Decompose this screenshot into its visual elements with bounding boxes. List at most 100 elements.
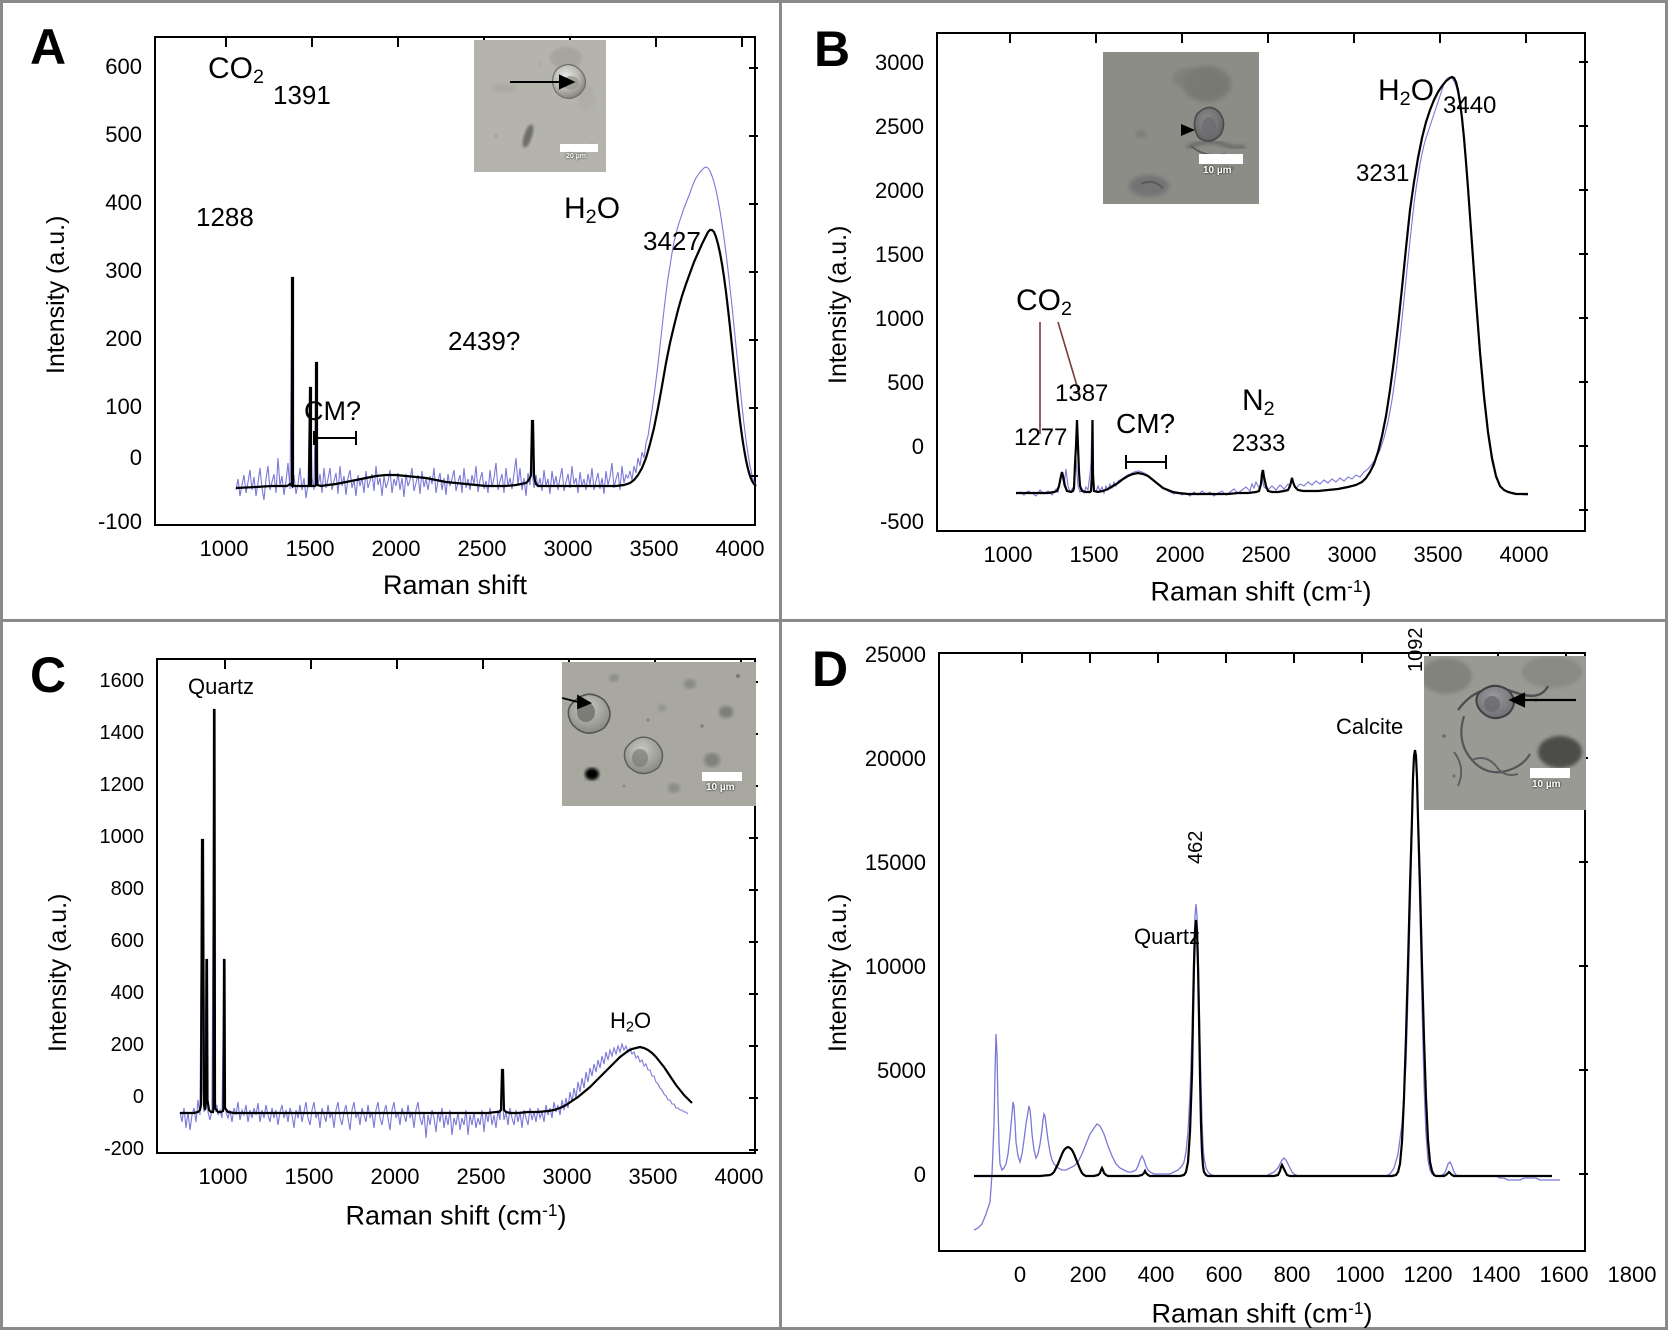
panel-d-ytick: 5000 bbox=[877, 1058, 926, 1083]
panel-d-inset-scalebar bbox=[1530, 768, 1570, 778]
panel-a-peak-3427-label: 3427 bbox=[643, 226, 701, 256]
panel-b-ytick: 3000 bbox=[875, 50, 924, 75]
panel-d-xtick: 600 bbox=[1205, 1262, 1243, 1287]
panel-c-letter: C bbox=[30, 647, 67, 703]
panel-b-peak-1277-label: 1277 bbox=[1014, 424, 1068, 451]
panel-b-peak-1387-label: 1387 bbox=[1055, 380, 1109, 407]
panel-c-y-axis-title: Intensity (a.u.) bbox=[44, 893, 72, 1052]
panel-divider-vertical bbox=[779, 3, 782, 1327]
panel-c-ytick: 0 bbox=[132, 1086, 144, 1108]
panel-d-plot-area: Quartz 462 Calcite 1092 bbox=[938, 628, 1588, 1252]
panel-b-y-axis-title: Intensity (a.u.) bbox=[824, 225, 852, 384]
panel-a-inset-image bbox=[474, 40, 606, 172]
panel-c-ytick: 1600 bbox=[99, 670, 145, 692]
panel-d-xtick: 400 bbox=[1137, 1262, 1175, 1287]
panel-a-peak-2439-label: 2439? bbox=[448, 326, 521, 356]
panel-divider-horizontal bbox=[3, 619, 1665, 622]
panel-a-ytick: 500 bbox=[105, 122, 142, 147]
panel-b-spectrum-svg bbox=[1009, 34, 1588, 511]
panel-a-xtick: 1500 bbox=[285, 536, 335, 561]
panel-c-xtick: 1000 bbox=[198, 1164, 248, 1189]
panel-d-xtick: 1200 bbox=[1403, 1262, 1453, 1287]
panel-a-spectrum-svg bbox=[225, 38, 758, 501]
panel-d-letter: D bbox=[812, 641, 849, 697]
panel-c-ytick: 1400 bbox=[99, 722, 145, 744]
panel-c-spectrum-svg bbox=[179, 660, 758, 1151]
panel-a-x-axis-title: Raman shift bbox=[382, 570, 528, 600]
panel-c-inset-scalebar-label: 10 µm bbox=[706, 782, 735, 793]
panel-b-peak-3440-label: 3440 bbox=[1443, 92, 1497, 119]
panel-c-h2o-label: H2O bbox=[610, 1008, 652, 1036]
panel-c-quartz-label: Quartz bbox=[188, 674, 255, 699]
panel-b-xtick: 1000 bbox=[983, 542, 1033, 567]
panel-c-x-axis-title: Raman shift (cm-1) bbox=[345, 1200, 567, 1231]
panel-a-ytick: 400 bbox=[105, 190, 142, 215]
panel-a-xtick: 4000 bbox=[715, 536, 765, 561]
panel-a: A Intensity (a.u.) 600 500 400 300 200 1… bbox=[4, 4, 779, 618]
panel-a-inset-photomicrograph: 20 µm bbox=[474, 40, 606, 172]
panel-b-letter: B bbox=[814, 21, 851, 77]
panel-a-inset-scalebar bbox=[560, 144, 598, 152]
panel-b-inset-photomicrograph: 10 µm bbox=[1103, 52, 1259, 204]
panel-b-xtick: 2000 bbox=[1155, 542, 1205, 567]
panel-d-ytick: 15000 bbox=[864, 850, 926, 875]
panel-b: B Intensity (a.u.) 3000 2500 2000 1500 1… bbox=[782, 4, 1665, 618]
panel-c-inset-scalebar bbox=[702, 772, 742, 781]
panel-d-xtick: 1600 bbox=[1539, 1262, 1589, 1287]
panel-d-xtick: 1400 bbox=[1471, 1262, 1521, 1287]
panel-a-ytick: 0 bbox=[129, 445, 142, 470]
panel-d-x-axis-title: Raman shift (cm-1) bbox=[1151, 1298, 1373, 1329]
panel-a-peak-1288-label: 1288 bbox=[196, 202, 254, 232]
panel-c-ytick: 800 bbox=[110, 878, 144, 900]
panel-d-xtick: 1000 bbox=[1335, 1262, 1385, 1287]
panel-c: C Intensity (a.u.) 1600 1400 1200 1000 8… bbox=[4, 622, 779, 1326]
panel-c-xtick: 1500 bbox=[284, 1164, 334, 1189]
panel-a-ytick: 600 bbox=[105, 54, 142, 79]
panel-b-xtick: 4000 bbox=[1499, 542, 1549, 567]
panel-a-plot-area: CO2 1391 1288 CM? 2439? H2O 3427 bbox=[154, 36, 758, 526]
panel-b-inset-scalebar-label: 10 µm bbox=[1203, 165, 1232, 176]
panel-b-inset-image bbox=[1103, 52, 1259, 204]
panel-b-ytick: 0 bbox=[911, 434, 924, 459]
panel-d: D Intensity (a.u.) 25000 20000 15000 100… bbox=[782, 622, 1665, 1329]
panel-b-xtick: 2500 bbox=[1241, 542, 1291, 567]
panel-b-xtick: 1500 bbox=[1069, 542, 1119, 567]
panel-a-xtick: 3500 bbox=[629, 536, 679, 561]
panel-a-peak-1391-label: 1391 bbox=[273, 80, 331, 110]
panel-c-inset-image bbox=[562, 662, 756, 806]
panel-d-ytick: 25000 bbox=[864, 642, 926, 667]
panel-c-xtick: 3500 bbox=[628, 1164, 678, 1189]
panel-d-xtick: 1800 bbox=[1607, 1262, 1657, 1287]
panel-b-ytick: 2000 bbox=[875, 178, 924, 203]
panel-a-co2-label: CO2 bbox=[208, 52, 265, 88]
panel-c-ytick: 1200 bbox=[99, 774, 145, 796]
panel-d-xtick: 0 bbox=[1013, 1262, 1027, 1287]
panel-c-ytick: -200 bbox=[103, 1138, 144, 1160]
panel-a-ytick: 200 bbox=[105, 326, 142, 351]
panel-c-ytick: 1000 bbox=[99, 826, 145, 848]
panel-b-h2o-label: H2O bbox=[1378, 74, 1435, 110]
panel-d-calcite-label: Calcite bbox=[1336, 714, 1404, 739]
panel-a-ytick: 100 bbox=[105, 394, 142, 419]
panel-a-letter: A bbox=[30, 19, 67, 75]
panel-a-xtick: 2000 bbox=[371, 536, 421, 561]
panel-a-cm-bracket bbox=[313, 431, 357, 445]
panel-b-ytick: 2500 bbox=[875, 114, 924, 139]
panel-c-ytick: 600 bbox=[110, 930, 144, 952]
panel-a-xtick: 3000 bbox=[543, 536, 593, 561]
panel-c-inset-photomicrograph: 10 µm bbox=[562, 662, 756, 806]
panel-b-ytick: 500 bbox=[887, 370, 924, 395]
panel-d-spectrum-svg bbox=[973, 654, 1588, 1231]
panel-b-ytick: 1000 bbox=[875, 306, 924, 331]
panel-b-peak-2333-label: 2333 bbox=[1232, 430, 1286, 457]
panel-d-quartz-label: Quartz bbox=[1134, 924, 1201, 949]
panel-c-xtick: 2500 bbox=[456, 1164, 506, 1189]
panel-b-co2-label: CO2 bbox=[1016, 284, 1073, 320]
panel-d-ytick: 20000 bbox=[864, 746, 926, 771]
panel-d-xtick: 800 bbox=[1273, 1262, 1311, 1287]
panel-a-y-axis-title: Intensity (a.u.) bbox=[42, 215, 70, 374]
panel-a-xtick: 2500 bbox=[457, 536, 507, 561]
panel-d-peak-462-label: 462 bbox=[1185, 830, 1207, 864]
panel-b-n2-label: N2 bbox=[1242, 384, 1275, 420]
